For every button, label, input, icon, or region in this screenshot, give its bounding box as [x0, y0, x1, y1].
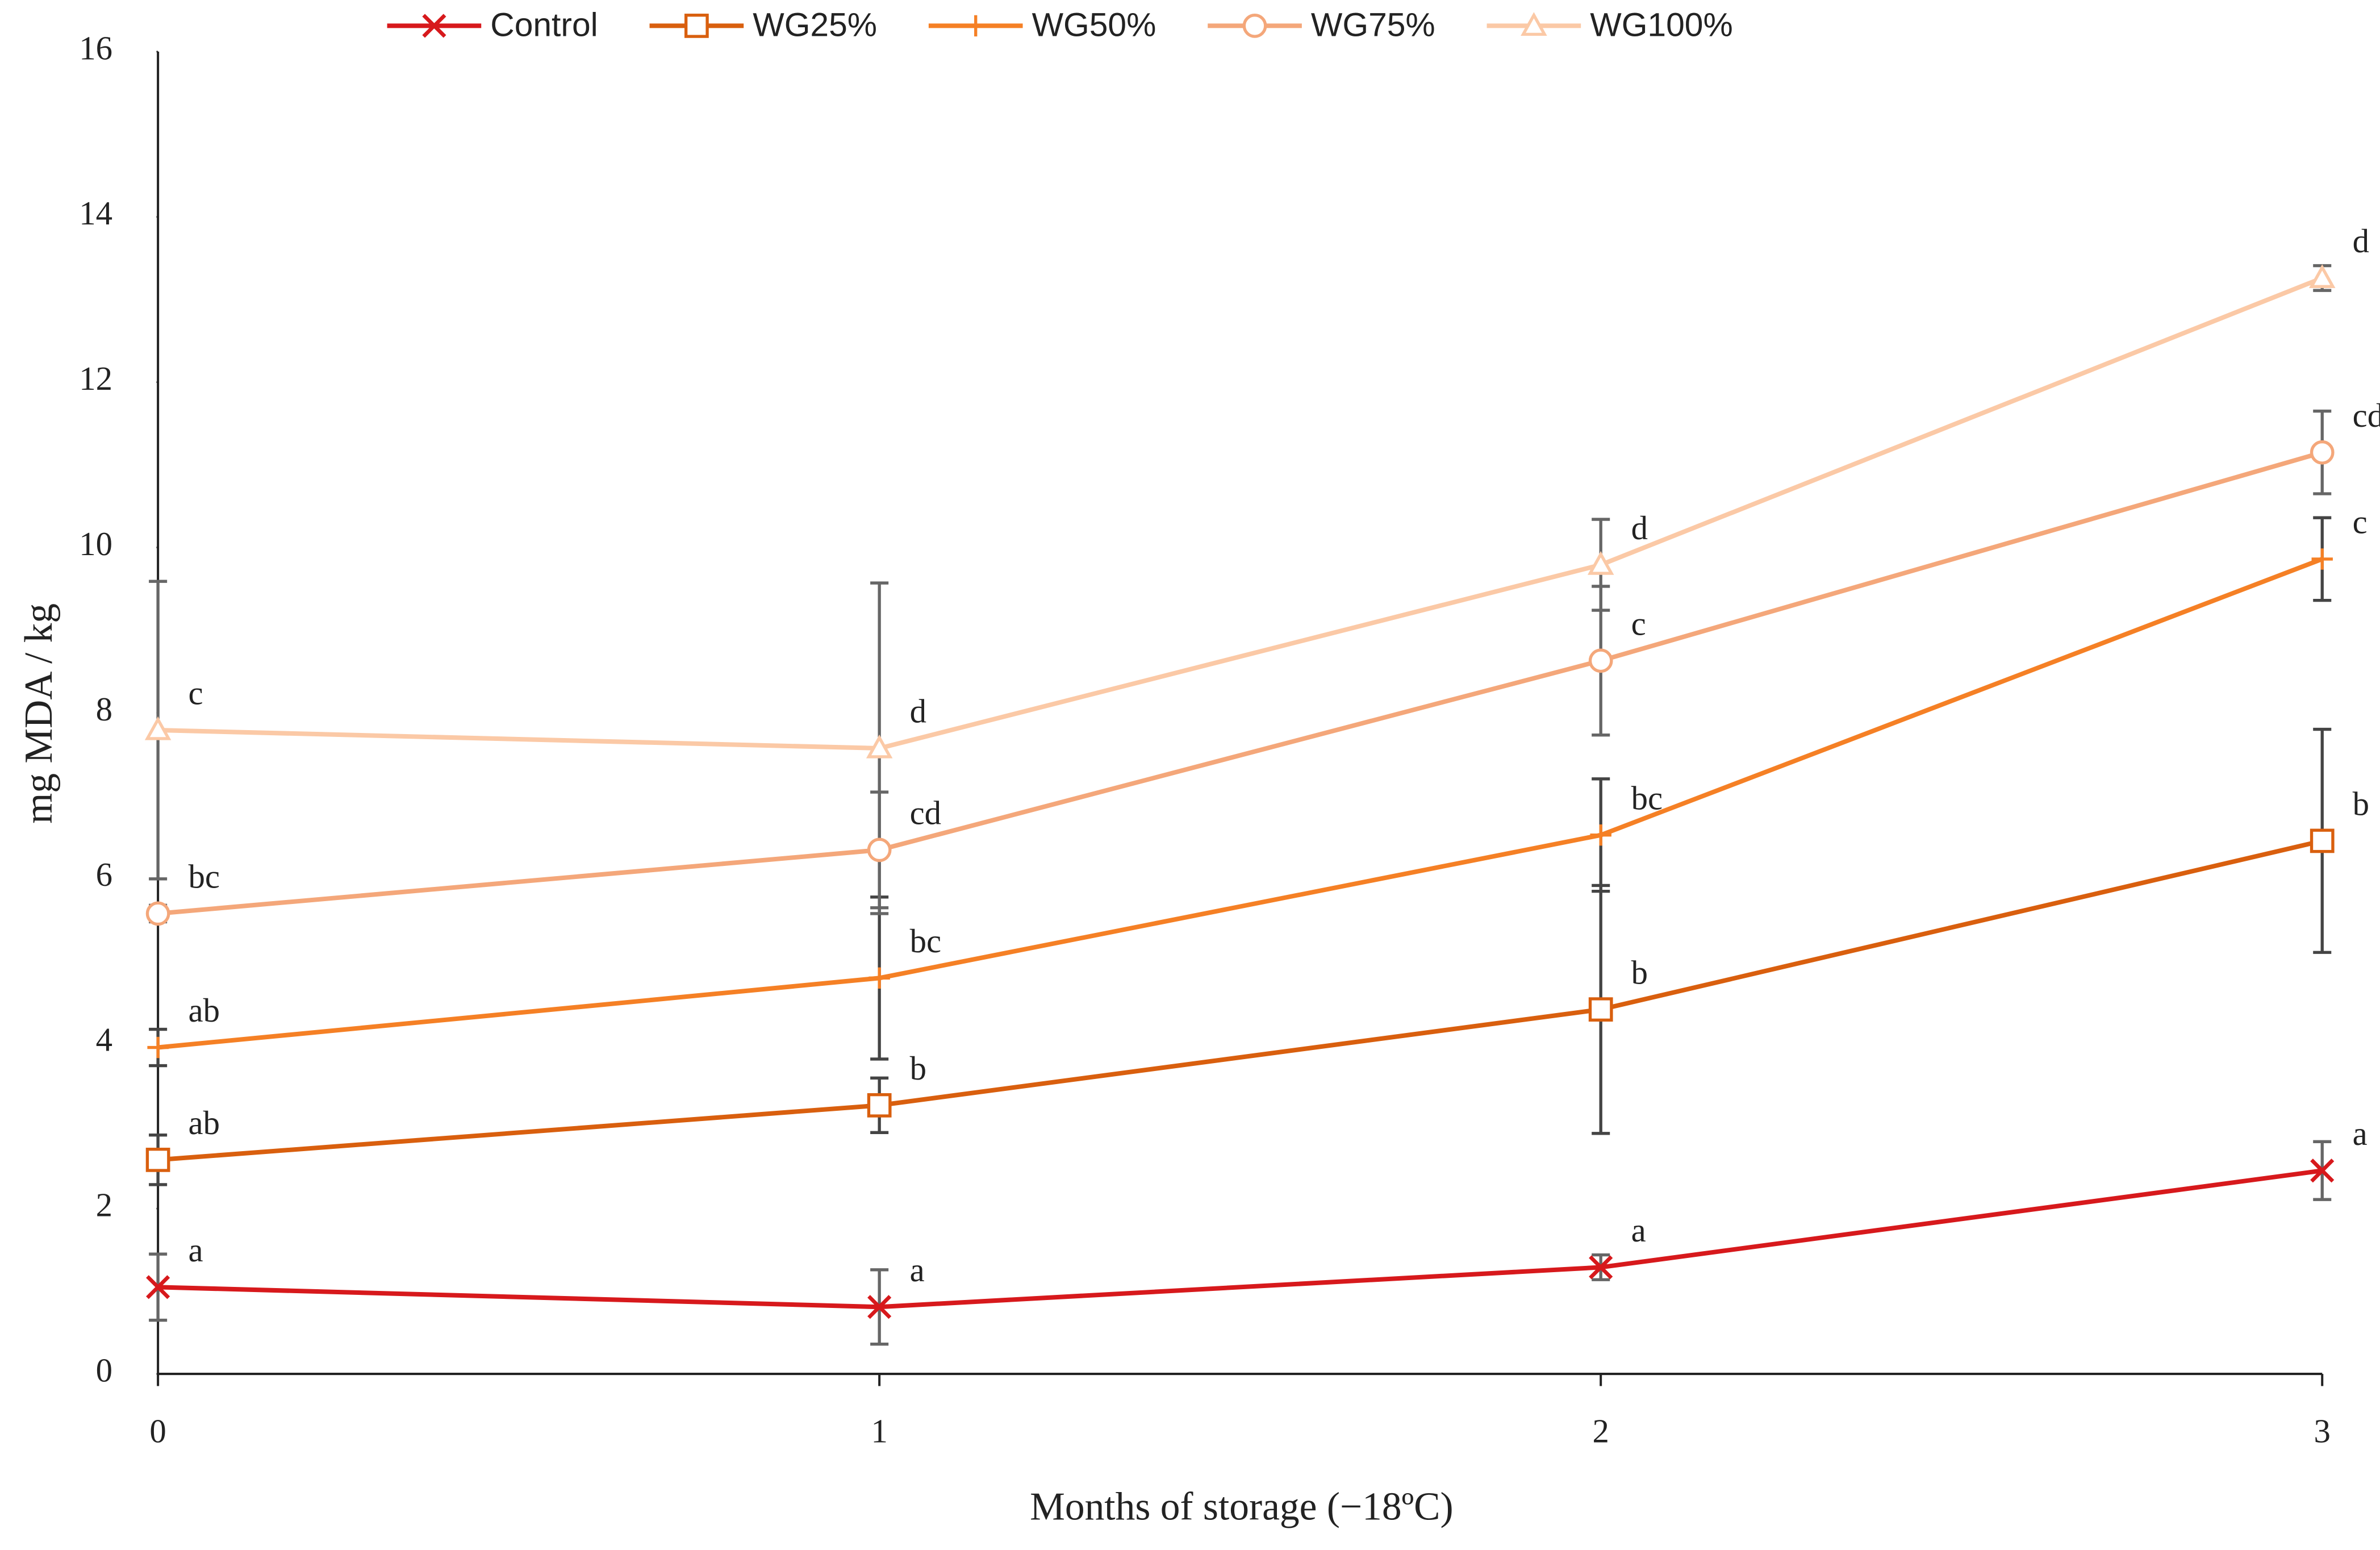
series-line [157, 838, 2323, 1162]
series-line [158, 1168, 2323, 1310]
y-tick-label: 14 [79, 195, 112, 232]
marker [867, 1295, 892, 1319]
y-tick-label: 2 [96, 1187, 112, 1224]
y-tick-label: 12 [79, 360, 112, 397]
legend-item: WG25% [649, 7, 877, 44]
x-tick-label: 0 [149, 1413, 166, 1449]
marker [2310, 440, 2335, 465]
significance-letter: b [2353, 786, 2369, 823]
marker [869, 967, 890, 989]
significance-letter: bc [910, 923, 941, 960]
marker [866, 734, 893, 759]
significance-letter: a [1631, 1212, 1646, 1249]
marker [145, 1147, 170, 1172]
series-line [157, 557, 2323, 1050]
marker [1587, 551, 1614, 575]
marker [145, 901, 170, 926]
significance-letter: bc [1631, 780, 1663, 816]
legend-label: WG25% [753, 7, 877, 44]
marker [1588, 648, 1613, 673]
significance-letter: cd [2353, 397, 2380, 434]
significance-letter: b [1631, 954, 1648, 991]
significance-letter: d [2353, 223, 2369, 260]
significance-letter: c [189, 675, 203, 712]
significance-letter: ab [189, 992, 220, 1029]
marker [146, 1275, 170, 1299]
marker [684, 14, 709, 38]
marker [965, 15, 987, 37]
significance-letter: a [2353, 1115, 2368, 1152]
marker [1521, 12, 1547, 36]
significance-letter: c [1631, 606, 1646, 643]
marker [144, 716, 172, 740]
x-tick-label: 2 [1592, 1413, 1609, 1449]
significance-letter: bc [189, 859, 220, 895]
significance-letter: ab [189, 1105, 220, 1141]
marker [1590, 824, 1611, 846]
marker [147, 1036, 169, 1059]
legend-item: WG100% [1487, 7, 1733, 44]
marker [867, 838, 892, 863]
series-line [157, 450, 2323, 916]
y-tick-label: 4 [96, 1022, 112, 1059]
y-tick-label: 10 [79, 526, 112, 562]
y-tick-label: 6 [96, 856, 112, 893]
marker [2310, 828, 2335, 853]
y-axis-label: mg MDA / kg [17, 603, 61, 824]
marker [1588, 997, 1613, 1022]
significance-letter: b [910, 1050, 926, 1087]
legend-label: WG75% [1311, 7, 1435, 44]
legend-label: WG100% [1590, 7, 1732, 44]
y-tick-label: 16 [79, 30, 112, 66]
legend-item: Control [387, 7, 598, 44]
significance-letter: a [189, 1232, 203, 1269]
x-tick-label: 1 [871, 1413, 887, 1449]
marker [867, 1093, 892, 1118]
legend-label: Control [490, 7, 598, 44]
legend-item: WG75% [1208, 7, 1435, 44]
significance-letter: cd [910, 795, 941, 832]
y-tick-label: 0 [96, 1352, 112, 1389]
legend-label: WG50% [1032, 7, 1156, 44]
series-line [158, 276, 2323, 751]
marker [2308, 264, 2336, 289]
significance-letter: a [910, 1252, 925, 1289]
marker [1242, 14, 1267, 38]
legend-item: WG50% [928, 7, 1156, 44]
y-tick-label: 8 [96, 691, 112, 728]
marker [422, 14, 446, 38]
marker [1589, 1255, 1613, 1280]
significance-letter: d [910, 693, 926, 730]
x-axis-label: Months of storage (−18ºC) [1030, 1485, 1454, 1528]
x-tick-label: 3 [2314, 1413, 2331, 1449]
marker [2311, 548, 2333, 570]
significance-letter: c [2353, 504, 2368, 541]
significance-letter: d [1631, 510, 1648, 547]
marker [2310, 1159, 2335, 1183]
